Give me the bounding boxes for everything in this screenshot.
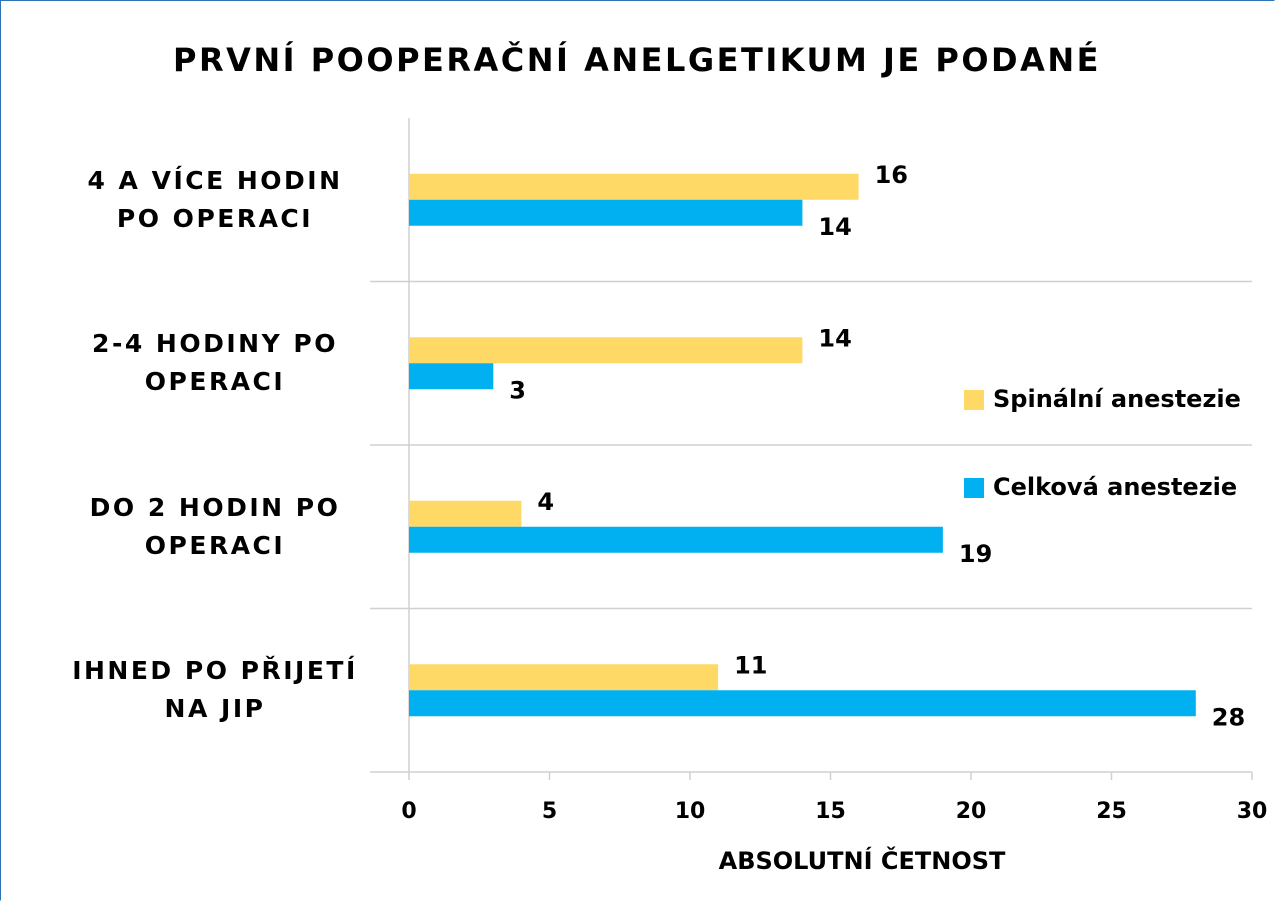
x-tick-label: 10 <box>675 799 706 824</box>
data-label: 19 <box>959 540 992 568</box>
x-tick-label: 20 <box>956 799 987 824</box>
bar <box>409 500 522 527</box>
y-tick-label: DO 2 HODIN PO OPERACI <box>89 492 341 560</box>
legend-swatch <box>964 478 984 498</box>
bar <box>409 363 494 390</box>
data-label: 28 <box>1212 703 1245 731</box>
y-tick-label: 2-4 HODINY PO OPERACI <box>92 329 338 397</box>
bar <box>409 690 1196 717</box>
data-label: 3 <box>509 376 526 404</box>
bar <box>409 526 943 553</box>
x-tick-label: 0 <box>401 799 416 824</box>
legend-label: Spinální anestezie <box>993 385 1241 413</box>
data-label: 11 <box>734 651 767 679</box>
data-label: 14 <box>818 213 851 241</box>
x-tick-label: 5 <box>542 799 557 824</box>
x-tick-label: 25 <box>1096 799 1127 824</box>
y-tick-label: IHNED PO PŘIJETÍ NA JIP <box>72 656 358 724</box>
data-label: 14 <box>818 324 851 352</box>
chart-title: PRVNÍ POOPERAČNÍ ANELGETIKUM JE PODANÉ <box>173 40 1101 79</box>
data-label: 16 <box>875 161 908 189</box>
bar <box>409 199 803 226</box>
x-tick-label: 30 <box>1237 799 1268 824</box>
bar <box>409 337 803 364</box>
bar <box>409 664 719 691</box>
x-axis-label: ABSOLUTNÍ ČETNOST <box>719 845 1006 875</box>
legend-swatch <box>964 390 984 410</box>
y-tick-label: 4 A VÍCE HODIN PO OPERACI <box>87 165 343 233</box>
legend-label: Celková anestezie <box>993 473 1237 501</box>
data-label: 4 <box>537 488 554 516</box>
x-tick-label: 15 <box>815 799 846 824</box>
bar <box>409 173 859 200</box>
